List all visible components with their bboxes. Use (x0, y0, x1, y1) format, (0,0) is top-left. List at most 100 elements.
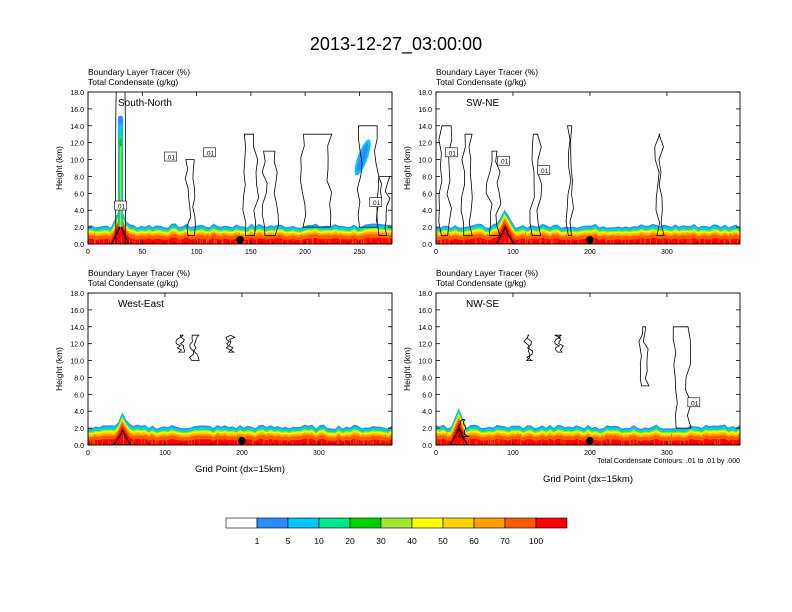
y-tick-label: 16.0 (418, 107, 432, 114)
condensate-contour (638, 326, 650, 387)
colorbar-swatch (504, 517, 537, 529)
y-tick-label: 16.0 (70, 308, 84, 315)
colorbar-swatch (287, 517, 320, 529)
y-tick-label: 18.0 (70, 291, 84, 298)
y-axis-label: Height (km) (402, 347, 412, 391)
panel-subtitle-line: Total Condensate (g/kg) (436, 77, 526, 87)
y-tick-label: 6.0 (422, 392, 432, 399)
condensate-contour (456, 419, 471, 438)
tracer-band (88, 425, 392, 445)
condensate-contour (672, 326, 692, 429)
x-tick-label: 200 (584, 249, 596, 256)
tracer-band (88, 223, 392, 244)
y-tick-label: 14.0 (418, 325, 432, 332)
plot-frame (87, 292, 393, 446)
tracer-field (88, 334, 392, 445)
tracer-band (88, 422, 392, 445)
x-tick-label: 200 (584, 450, 596, 457)
y-tick-label: 12.0 (70, 342, 84, 349)
contour-label-box (497, 155, 511, 166)
condensate-contour (188, 334, 200, 362)
y-tick-label: 12.0 (418, 342, 432, 349)
y-tick-label: 2.0 (74, 225, 84, 232)
panel-4: Boundary Layer Tracer (%)Total Condensat… (402, 268, 741, 485)
x-tick-label: 0 (86, 450, 90, 457)
x-tick-label: 0 (86, 249, 90, 256)
y-tick-label: 2.0 (422, 426, 432, 433)
contour-label: .01 (447, 150, 456, 157)
condensate-contour (654, 133, 665, 237)
x-tick-label: 100 (159, 450, 171, 457)
y-tick-label: 6.0 (422, 191, 432, 198)
contour-label-box (369, 197, 383, 207)
tracer-plume (119, 146, 122, 228)
contour-label-box (445, 147, 458, 158)
x-axis-label: Grid Point (dx=15km) (195, 464, 285, 475)
y-tick-label: 18.0 (418, 90, 432, 97)
colorbar-swatch (442, 517, 475, 529)
tracer-field (88, 92, 392, 244)
colorbar-label: 70 (500, 536, 510, 546)
colorbar-label: 10 (314, 536, 324, 546)
x-tick-label: 100 (507, 249, 519, 256)
x-tick-label: 0 (434, 249, 438, 256)
y-tick-label: 4.0 (422, 409, 432, 416)
colorbar-swatch (256, 517, 289, 529)
x-tick-label: 300 (661, 249, 673, 256)
tracer-band (436, 422, 740, 445)
panel-title: NW-SE (466, 299, 499, 310)
colorbar-label: 20 (345, 536, 355, 546)
y-tick-label: 10.0 (70, 359, 84, 366)
y-tick-label: 16.0 (70, 107, 84, 114)
y-tick-label: 8.0 (422, 174, 432, 181)
colorbar-swatch (380, 517, 413, 529)
location-marker (238, 436, 246, 445)
upper-cloud-core (356, 143, 369, 172)
y-tick-label: 8.0 (422, 375, 432, 382)
y-tick-label: 0.0 (74, 242, 84, 249)
contour-label: .01 (689, 400, 698, 407)
colorbar-label: 60 (469, 536, 479, 546)
panel-subtitle-line: Total Condensate (g/kg) (436, 278, 526, 288)
y-axis-label: Height (km) (402, 146, 412, 190)
colorbar-label: 30 (376, 536, 386, 546)
condensate-contour (184, 159, 196, 237)
colorbar-swatch (225, 517, 258, 529)
condensate-contour (242, 133, 260, 237)
panel-subtitle-line: Boundary Layer Tracer (%) (88, 268, 190, 278)
x-tick-label: 200 (299, 249, 311, 256)
y-tick-label: 14.0 (70, 325, 84, 332)
condensate-contour (225, 334, 236, 353)
y-tick-label: 8.0 (74, 174, 84, 181)
panels: Boundary Layer Tracer (%)Total Condensat… (54, 67, 741, 485)
condensate-contour (438, 125, 453, 237)
page-title: 2013-12-27_03:00:00 (310, 34, 482, 55)
contour-label: .01 (539, 168, 548, 175)
y-tick-label: 12.0 (418, 141, 432, 148)
y-tick-label: 6.0 (74, 191, 84, 198)
y-tick-label: 8.0 (74, 375, 84, 382)
terrain-outline (112, 429, 132, 445)
condensate-contour (554, 334, 564, 353)
x-tick-label: 150 (245, 249, 257, 256)
colorbar: 1 5 10 20 30 40 50 60 70 100 (225, 517, 568, 546)
colorbar-label: 100 (529, 536, 543, 546)
contour-label: .01 (371, 200, 380, 207)
colorbar-swatch (411, 517, 444, 529)
y-tick-label: 18.0 (418, 291, 432, 298)
contour-label: .01 (166, 155, 175, 162)
x-tick-label: 100 (507, 450, 519, 457)
y-tick-label: 2.0 (74, 426, 84, 433)
y-tick-label: 4.0 (422, 208, 432, 215)
panel-subtitle-line: Boundary Layer Tracer (%) (436, 67, 538, 77)
terrain-outline (110, 222, 130, 244)
y-tick-label: 0.0 (422, 242, 432, 249)
contour-label-box (687, 397, 701, 408)
colorbar-swatch (349, 517, 382, 529)
tracer-band (436, 223, 740, 244)
x-tick-label: 300 (661, 450, 673, 457)
location-marker (236, 235, 244, 244)
condensate-contour (565, 125, 574, 237)
x-tick-label: 100 (191, 249, 203, 256)
contour-note: Total Condensate Contours: .01 to .01 by… (597, 458, 740, 465)
